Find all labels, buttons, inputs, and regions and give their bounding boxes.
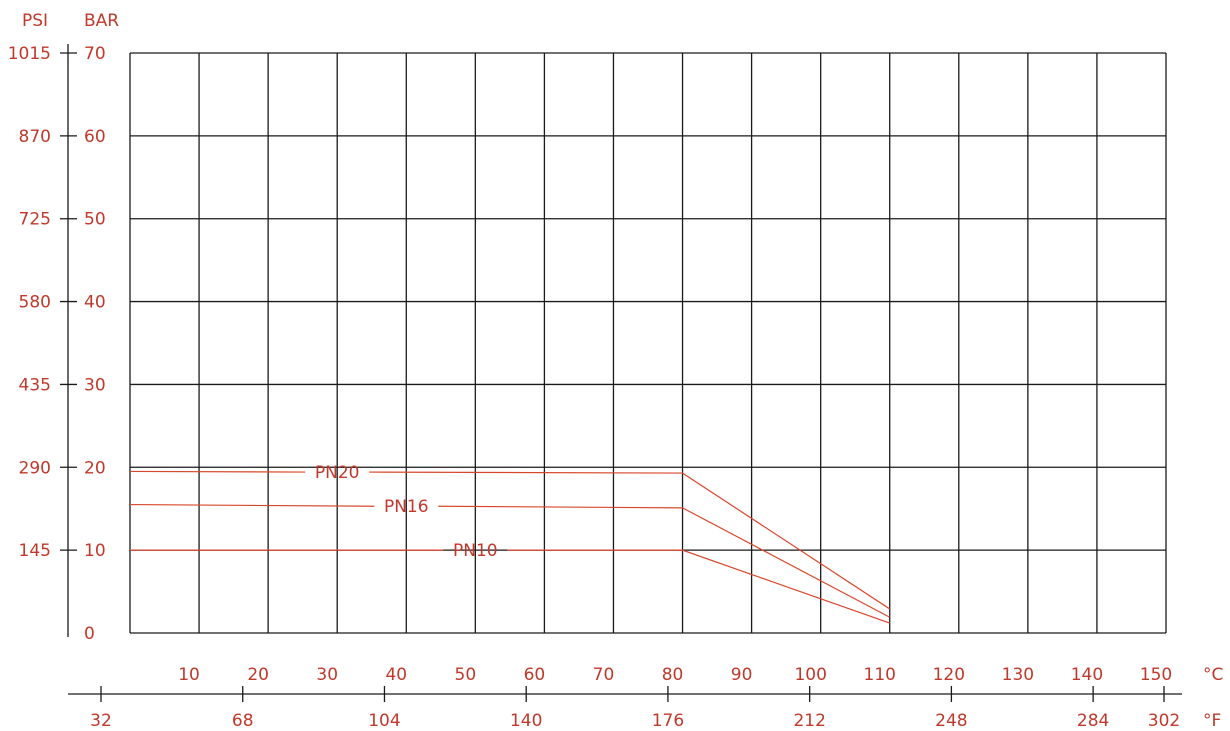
fahrenheit-tick-label: 32 xyxy=(90,711,112,731)
axes xyxy=(60,44,1182,702)
psi-tick-label: 725 xyxy=(19,210,51,230)
bar-tick-label: 20 xyxy=(84,458,106,478)
series-line-pn16 xyxy=(129,503,375,507)
series-line-pn20 xyxy=(129,470,306,473)
celsius-tick-label: 80 xyxy=(662,665,684,685)
celsius-tick-label: 110 xyxy=(864,665,896,685)
bar-tick-label: 60 xyxy=(84,127,106,147)
series-label-pn10: PN10 xyxy=(453,541,498,561)
celsius-tick-label: 10 xyxy=(178,665,200,685)
fahrenheit-unit-label: °F xyxy=(1203,711,1221,731)
celsius-tick-label: 50 xyxy=(455,665,477,685)
tick-labels: 0 10 20 30 40 50 60 70 145 290 435 580 725 870 1015 10 2… xyxy=(8,44,1180,731)
psi-tick-label: 1015 xyxy=(8,44,51,64)
psi-unit-label: PSI xyxy=(22,11,48,31)
bar-tick-label: 30 xyxy=(84,375,106,395)
bar-tick-label: 40 xyxy=(84,293,106,313)
psi-tick-label: 145 xyxy=(19,541,51,561)
series-label-pn20: PN20 xyxy=(315,463,360,483)
celsius-tick-label: 20 xyxy=(247,665,269,685)
celsius-tick-label: 90 xyxy=(731,665,753,685)
celsius-tick-label: 40 xyxy=(385,665,407,685)
series-label-pn16: PN16 xyxy=(384,497,429,517)
celsius-tick-label: 130 xyxy=(1002,665,1034,685)
celsius-tick-label: 70 xyxy=(593,665,615,685)
series-group: PN20 PN16 PN10 xyxy=(129,463,891,624)
fahrenheit-tick-label: 302 xyxy=(1148,711,1180,731)
bar-tick-label: 70 xyxy=(84,44,106,64)
series-line-pn10 xyxy=(507,549,890,624)
fahrenheit-tick-label: 284 xyxy=(1077,711,1109,731)
psi-tick-label: 870 xyxy=(19,127,51,147)
celsius-tick-label: 120 xyxy=(933,665,965,685)
fahrenheit-tick-label: 104 xyxy=(368,711,400,731)
psi-tick-label: 435 xyxy=(19,375,51,395)
psi-tick-label: 290 xyxy=(19,458,51,478)
celsius-tick-label: 60 xyxy=(524,665,546,685)
celsius-tick-label: 100 xyxy=(794,665,826,685)
celsius-unit-label: °C xyxy=(1203,665,1223,685)
bar-unit-label: BAR xyxy=(84,11,119,31)
celsius-tick-label: 30 xyxy=(316,665,338,685)
celsius-tick-label: 140 xyxy=(1071,665,1103,685)
bar-tick-label: 0 xyxy=(84,624,95,644)
bar-tick-label: 50 xyxy=(84,210,106,230)
series-line-pn20 xyxy=(369,471,891,610)
fahrenheit-tick-label: 176 xyxy=(652,711,684,731)
psi-tick-label: 580 xyxy=(19,293,51,313)
fahrenheit-tick-label: 68 xyxy=(232,711,254,731)
celsius-tick-label: 150 xyxy=(1140,665,1172,685)
fahrenheit-tick-label: 212 xyxy=(793,711,825,731)
fahrenheit-tick-label: 140 xyxy=(510,711,542,731)
grid xyxy=(129,52,1167,634)
series-line-pn16 xyxy=(438,505,891,618)
bar-tick-label: 10 xyxy=(84,541,106,561)
fahrenheit-tick-label: 248 xyxy=(935,711,967,731)
